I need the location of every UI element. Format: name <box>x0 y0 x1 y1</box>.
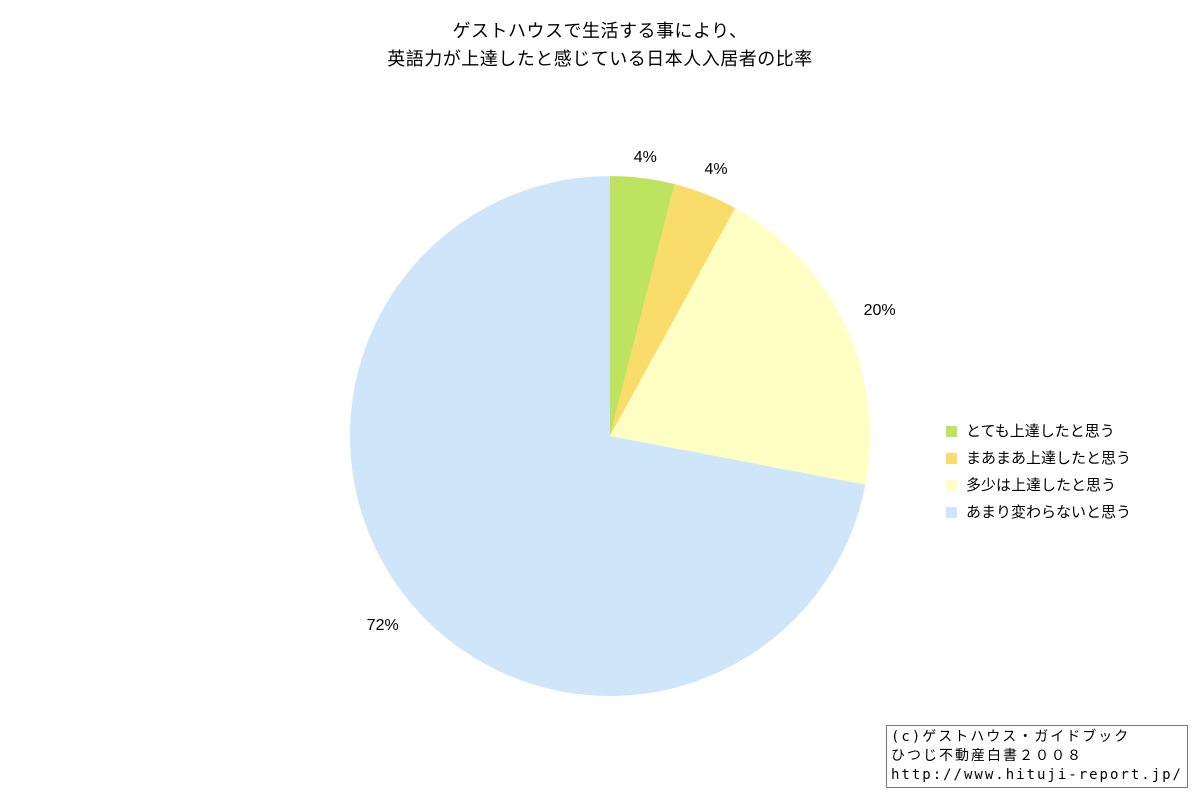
legend-swatch <box>946 426 957 437</box>
legend-item: とても上達したと思う <box>946 418 1131 445</box>
legend-item: 多少は上達したと思う <box>946 472 1131 499</box>
legend-label: まあまあ上達したと思う <box>966 449 1132 467</box>
slice-percent-label: 20% <box>864 302 896 319</box>
chart-legend: とても上達したと思う まあまあ上達したと思う 多少は上達したと思う あまり変わら… <box>946 418 1131 526</box>
credit-line: ひつじ不動産白書２００８ <box>890 748 1083 764</box>
legend-item: まあまあ上達したと思う <box>946 445 1131 472</box>
credit-line: http://www.hituji-report.jp/ <box>890 767 1183 783</box>
chart-title: ゲストハウスで生活する事により、 英語力が上達したと感じている日本人入居者の比率 <box>0 18 1200 74</box>
legend-swatch <box>946 453 957 464</box>
legend-swatch <box>946 507 957 518</box>
legend-item: あまり変わらないと思う <box>946 499 1131 526</box>
pie-slice <box>350 176 866 696</box>
chart-title-line-2: 英語力が上達したと感じている日本人入居者の比率 <box>387 49 813 70</box>
pie-slices <box>350 176 870 696</box>
copyright-credit: (c)ゲストハウス・ガイドブック ひつじ不動産白書２００８ http://www… <box>885 725 1188 788</box>
slice-percent-label: 72% <box>367 617 399 634</box>
pie-percent-labels: 4% 4% 20% 72% <box>367 149 896 634</box>
credit-line: (c)ゲストハウス・ガイドブック <box>890 729 1131 745</box>
chart-title-line-1: ゲストハウスで生活する事により、 <box>452 21 748 42</box>
slice-percent-label: 4% <box>704 161 727 178</box>
slice-percent-label: 4% <box>634 149 657 166</box>
legend-label: 多少は上達したと思う <box>966 476 1117 494</box>
legend-label: あまり変わらないと思う <box>966 503 1132 521</box>
legend-swatch <box>946 480 957 491</box>
pie-slice <box>610 176 675 436</box>
legend-label: とても上達したと思う <box>966 422 1115 440</box>
pie-slice <box>610 208 870 485</box>
pie-slice <box>610 184 736 436</box>
